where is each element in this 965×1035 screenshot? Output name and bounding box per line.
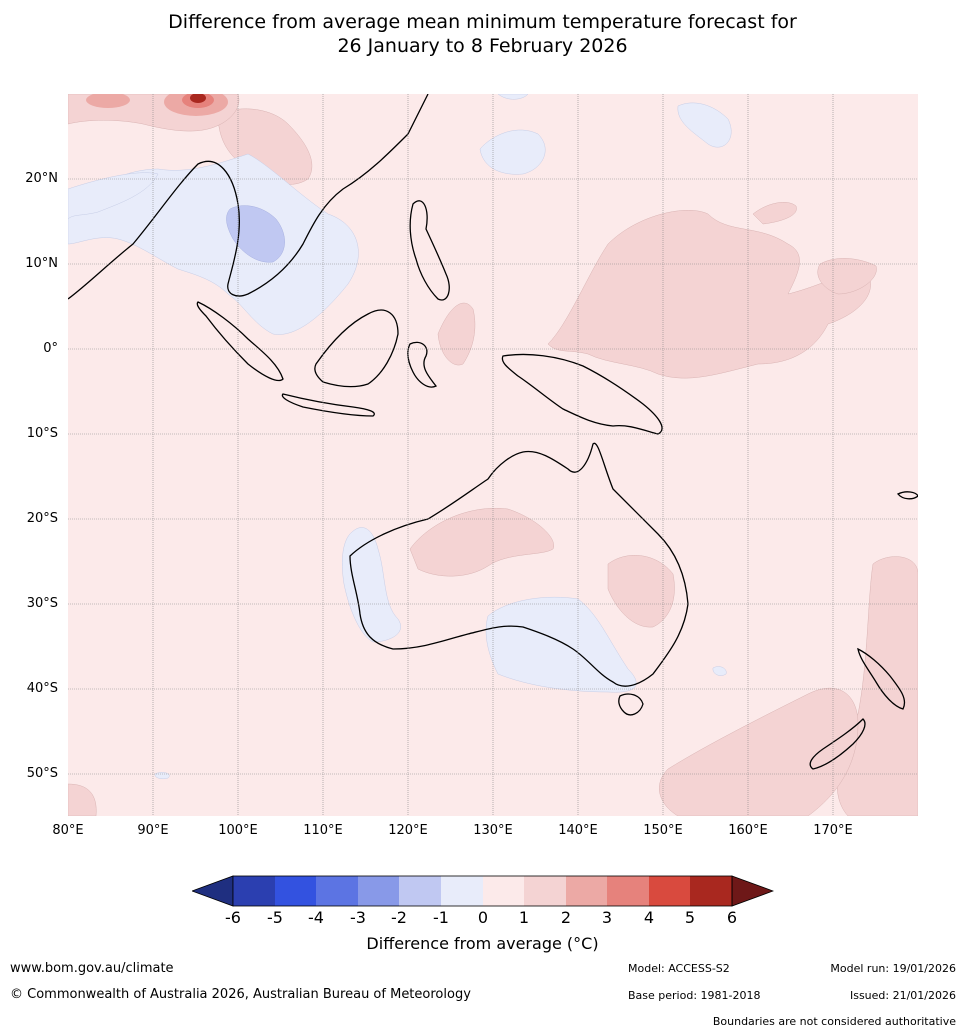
colorbar-cell-3-4 — [607, 876, 649, 906]
lat-label-20n: 20°N — [25, 171, 58, 186]
colorbar-cell-m4-m3 — [316, 876, 358, 906]
coast-new-guinea — [501, 353, 663, 435]
colorbar-cell-m3-m2 — [358, 876, 399, 906]
colorbar-tick-1: 1 — [518, 908, 530, 927]
footer-issued: Issued: 21/01/2026 — [849, 989, 956, 1002]
footer-model-run: Model run: 19/01/2026 — [830, 962, 956, 975]
colorbar-tick-m3: -3 — [350, 908, 366, 927]
lon-label-120e: 120°E — [388, 823, 428, 838]
colorbar-cell-4-5 — [649, 876, 690, 906]
colorbar-tick-2: 2 — [560, 908, 572, 927]
zone-sw-ocean-cool — [154, 772, 170, 780]
colorbar-tick-m1: -1 — [433, 908, 449, 927]
zone-wa-coast-cool — [342, 527, 401, 643]
coast-new-zealand-north — [857, 647, 906, 710]
coastlines — [68, 94, 918, 770]
zone-north-pacific-cool — [677, 102, 732, 148]
colorbar-tick-0: 0 — [477, 908, 489, 927]
colorbar-cell-m2-m1 — [399, 876, 441, 906]
colorbar-cell-m6-m5 — [233, 876, 275, 906]
lat-label-40s: 40°S — [26, 681, 58, 696]
lon-label-150e: 150°E — [643, 823, 683, 838]
coast-java — [281, 393, 375, 417]
lat-label-20s: 20°S — [26, 511, 58, 526]
forecast-map — [68, 94, 918, 816]
coast-sumatra — [196, 301, 284, 382]
coast-sulawesi — [407, 341, 438, 388]
coast-borneo — [314, 309, 399, 388]
lon-label-160e: 160°E — [728, 823, 768, 838]
colorbar-cell-1-2 — [524, 876, 566, 906]
zone-pacific-ne-small — [752, 202, 797, 225]
footer-website: www.bom.gov.au/climate — [10, 961, 174, 976]
coast-australia — [349, 442, 689, 687]
footer-base-period: Base period: 1981-2018 — [628, 989, 761, 1002]
lon-label-140e: 140°E — [558, 823, 598, 838]
zone-qld-interior-warm — [607, 555, 675, 628]
zone-east-pacific-warm — [817, 258, 877, 295]
title-line-2: 26 January to 8 February 2026 — [337, 35, 628, 57]
coast-philippines — [409, 200, 450, 301]
chart-title: Difference from average mean minimum tem… — [0, 10, 965, 58]
footer-model: Model: ACCESS-S2 — [628, 962, 730, 975]
lon-label-110e: 110°E — [303, 823, 343, 838]
zone-indochina-cool — [68, 153, 359, 335]
zone-top-cool — [497, 94, 529, 100]
colorbar-cell-0-1 — [483, 876, 524, 906]
colorbar-tick-6: 6 — [726, 908, 738, 927]
footer-disclaimer: Boundaries are not considered authoritat… — [712, 1015, 956, 1028]
lat-label-50s: 50°S — [26, 766, 58, 781]
positive-anomaly-zones — [68, 94, 918, 816]
colorbar-cell-5-6 — [690, 876, 732, 906]
zone-india-hot — [86, 94, 130, 108]
negative-anomaly-zones — [68, 94, 732, 780]
zone-png-east-warm — [437, 302, 476, 366]
coast-tasmania — [618, 693, 644, 716]
zone-tasman-small-cool — [712, 666, 727, 676]
zone-bay-of-bengal-cool — [68, 172, 159, 220]
coast-new-zealand-south — [809, 718, 866, 770]
coast-fiji — [896, 491, 918, 500]
zone-sw-corner-warm — [68, 783, 97, 816]
colorbar-tick-4: 4 — [643, 908, 655, 927]
colorbar-outline — [232, 875, 733, 907]
zone-myanmar-hottest — [190, 94, 206, 103]
title-line-1: Difference from average mean minimum tem… — [168, 11, 797, 33]
map-svg — [68, 94, 918, 816]
lat-label-10n: 10°N — [25, 256, 58, 271]
graticule — [68, 94, 918, 816]
colorbar — [192, 875, 774, 907]
colorbar-tick-m6: -6 — [225, 908, 241, 927]
colorbar-tick-m5: -5 — [267, 908, 283, 927]
zone-wa-interior-warm — [409, 507, 555, 577]
colorbar-tick-m4: -4 — [308, 908, 324, 927]
lon-label-90e: 90°E — [137, 823, 169, 838]
zone-philippine-sea-cool — [479, 129, 546, 175]
colorbar-title: Difference from average (°C) — [366, 934, 599, 953]
lat-label-30s: 30°S — [26, 596, 58, 611]
footer-copyright: © Commonwealth of Australia 2026, Austra… — [10, 987, 471, 1002]
colorbar-cell-m5-m4 — [275, 876, 316, 906]
lon-label-100e: 100°E — [218, 823, 258, 838]
zone-bight-cool — [485, 596, 637, 693]
lat-label-0: 0° — [43, 341, 58, 356]
lat-label-10s: 10°S — [26, 426, 58, 441]
colorbar-cell-2-3 — [566, 876, 607, 906]
lon-label-80e: 80°E — [52, 823, 84, 838]
coast-mainland-asia — [68, 94, 429, 300]
lon-label-130e: 130°E — [473, 823, 513, 838]
colorbar-tick-3: 3 — [601, 908, 613, 927]
colorbar-high-arrow — [731, 875, 774, 907]
colorbar-low-arrow — [192, 875, 234, 907]
lon-label-170e: 170°E — [813, 823, 853, 838]
colorbar-tick-m2: -2 — [391, 908, 407, 927]
strong-positive-zones — [86, 94, 228, 116]
colorbar-cell-m1-0 — [441, 876, 483, 906]
zone-thailand-cooler — [226, 205, 285, 263]
colorbar-tick-5: 5 — [684, 908, 696, 927]
